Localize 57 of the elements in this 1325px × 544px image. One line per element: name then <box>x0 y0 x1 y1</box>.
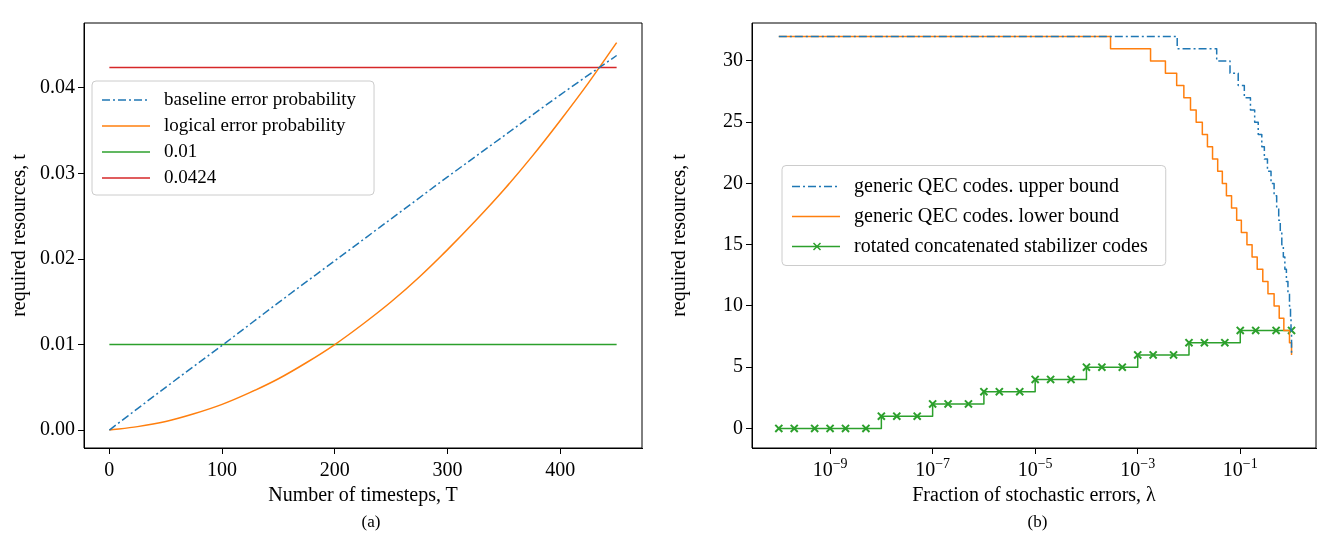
point <box>1015 387 1025 397</box>
point <box>1220 338 1230 348</box>
x-tick-label: 100 <box>207 458 238 480</box>
point <box>1235 325 1245 335</box>
x-tick-label: 400 <box>545 458 576 480</box>
point <box>1117 362 1127 372</box>
point <box>1251 325 1261 335</box>
point <box>1030 374 1040 384</box>
y-tick-label: 0 <box>733 415 743 438</box>
y-axis-title: required resources, t <box>7 153 31 317</box>
legend-label: generic QEC codes. lower bound <box>854 203 1119 227</box>
y-tick-label: 0.01 <box>40 331 75 354</box>
point <box>943 399 953 409</box>
text: (b) <box>1026 512 1049 532</box>
point <box>1133 350 1143 360</box>
point <box>892 411 902 421</box>
y-tick-label: 10 <box>723 293 743 316</box>
point <box>1046 374 1056 384</box>
point <box>825 423 835 433</box>
y-tick-label: 0.04 <box>40 75 75 98</box>
y-tick-label: 15 <box>723 231 743 254</box>
y-tick-label: 5 <box>733 354 743 377</box>
legend-label: generic QEC codes. upper bound <box>854 173 1119 197</box>
point <box>1287 325 1297 335</box>
point <box>1097 362 1107 372</box>
point <box>774 423 784 433</box>
y-tick-label: 0.00 <box>40 417 75 440</box>
point <box>912 411 922 421</box>
point <box>1169 350 1179 360</box>
x-axis-title: Fraction of stochastic errors, λ <box>912 483 1157 506</box>
point <box>840 423 851 433</box>
x-tick-label: 0 <box>104 458 115 480</box>
y-tick-label: 20 <box>723 170 743 193</box>
point <box>1081 362 1091 372</box>
legend-label: baseline error probability <box>164 87 357 109</box>
y-tick-label: 0.03 <box>40 160 75 183</box>
text: (a) <box>360 512 382 532</box>
x-axis-title: Number of timesteps, T <box>268 483 458 507</box>
point <box>963 399 973 409</box>
point <box>1184 338 1194 348</box>
legend-label: 0.01 <box>164 139 198 161</box>
legend-label: logical error probability <box>164 113 346 135</box>
point <box>876 411 886 421</box>
point <box>789 423 799 433</box>
y-tick-label: 25 <box>723 109 743 132</box>
point <box>994 387 1004 397</box>
point <box>1271 325 1281 335</box>
point <box>979 387 989 397</box>
y-axis-title: required resources, t <box>667 153 691 317</box>
legend-label: rotated concatenated stabilizer codes <box>854 233 1148 256</box>
point <box>928 399 938 409</box>
y-tick-label: 30 <box>723 48 743 71</box>
x-tick-label: 300 <box>432 458 463 480</box>
legend-label: 0.0424 <box>164 165 217 187</box>
x-tick-label: 200 <box>319 458 350 480</box>
y-tick-label: 0.02 <box>40 246 75 269</box>
point <box>1066 374 1076 384</box>
